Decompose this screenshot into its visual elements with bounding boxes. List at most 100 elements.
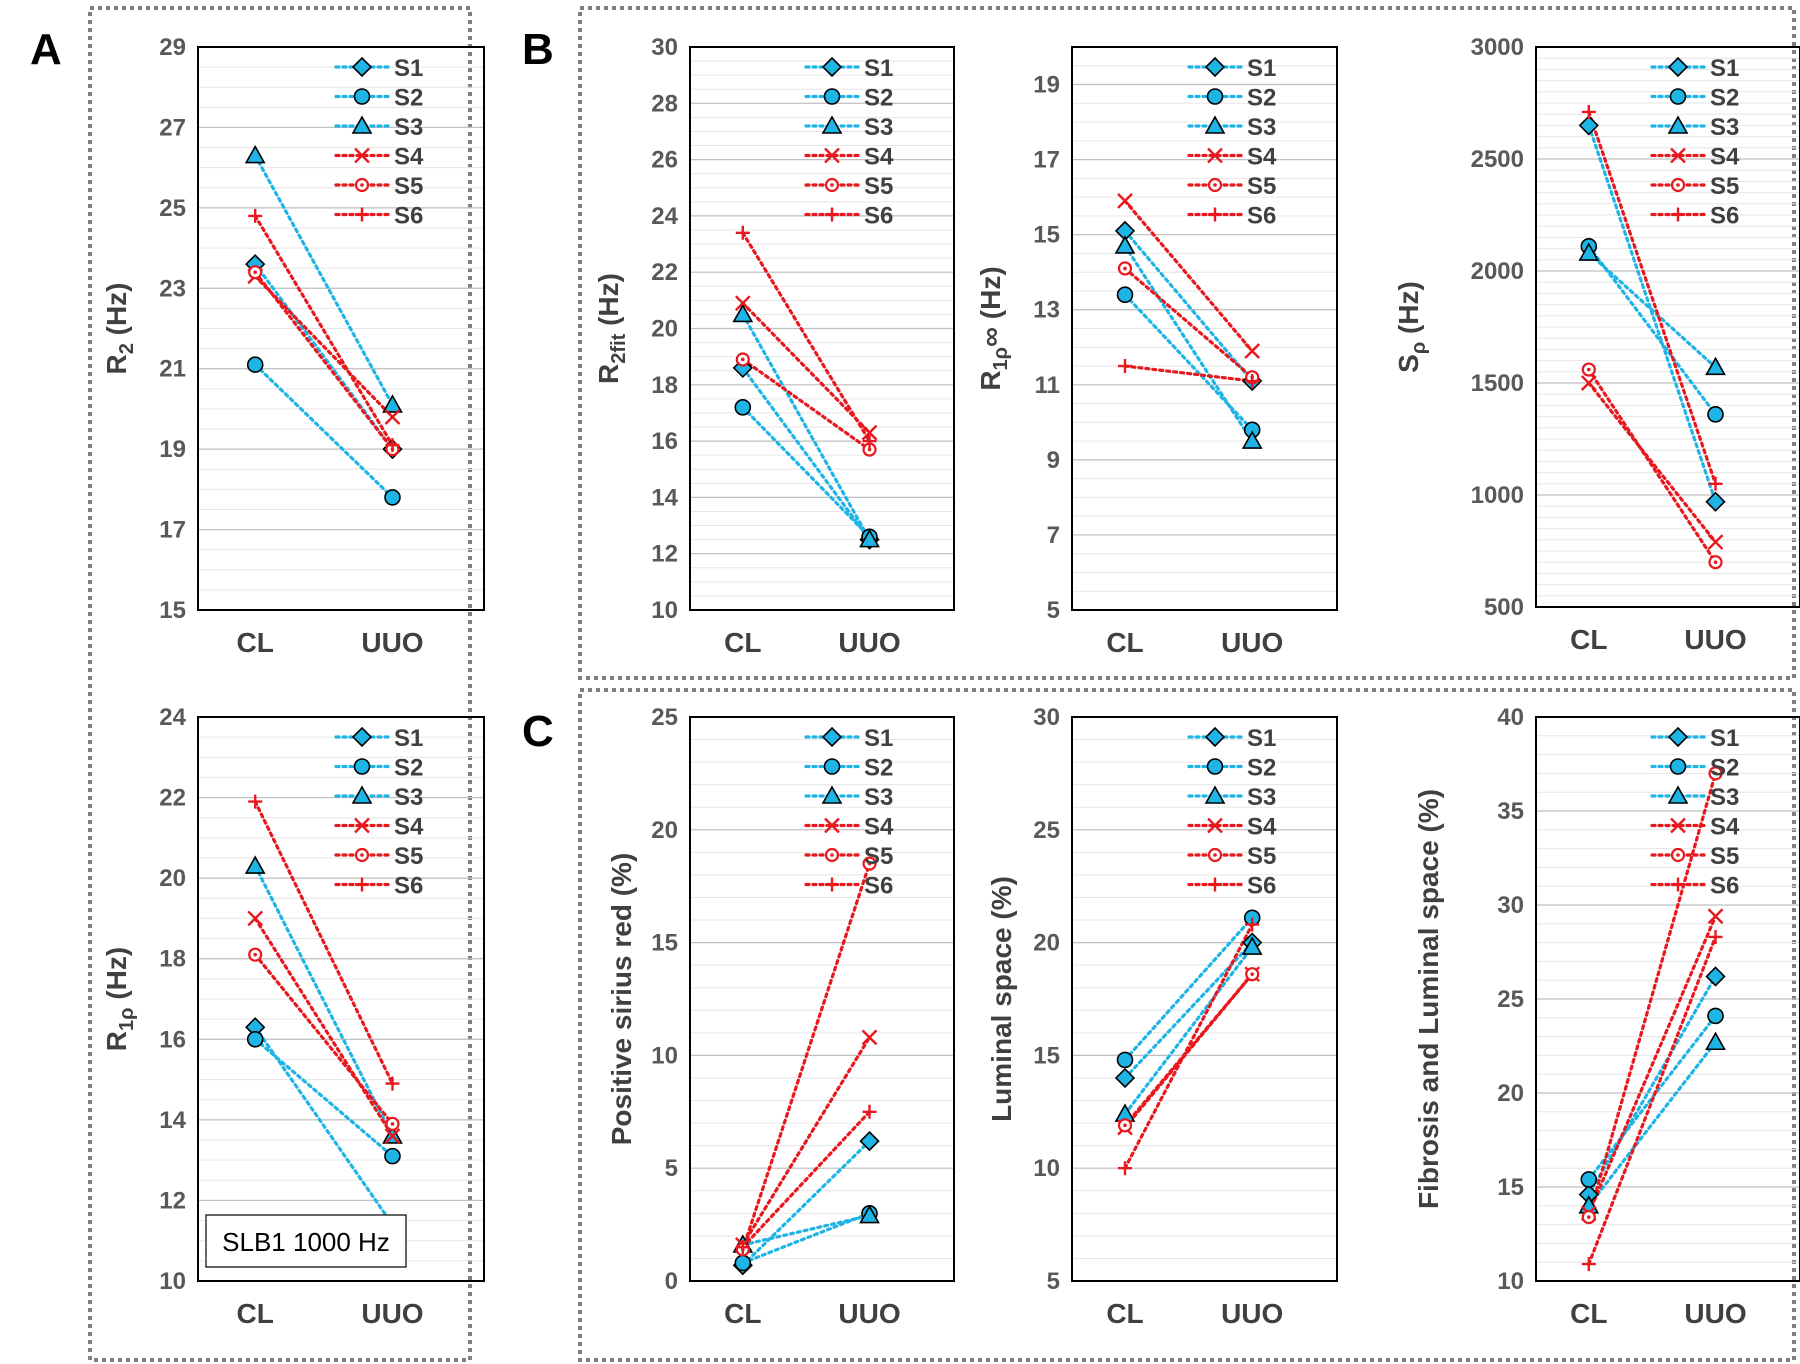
legend-marker-s6 xyxy=(1208,877,1222,892)
x-category-label: CL xyxy=(237,627,274,658)
panel-a-frame xyxy=(88,6,472,1362)
point-s6-uuo xyxy=(1708,476,1723,491)
legend-label-s4: S4 xyxy=(1247,814,1277,841)
legend-marker-s5-dot xyxy=(1213,183,1217,187)
legend-marker-s2-shape xyxy=(1206,758,1224,775)
point-s3-uuo xyxy=(859,1204,880,1224)
legend-label-s6: S6 xyxy=(1247,873,1276,900)
point-s6-uuo-shape xyxy=(1245,374,1260,389)
series-line-s1 xyxy=(1587,123,1718,504)
y-tick-label: 23 xyxy=(159,275,186,302)
legend-marker-s3-shape xyxy=(351,115,373,134)
series-line-s3 xyxy=(253,864,395,1138)
point-s3-uuo-shape xyxy=(382,394,403,413)
x-category-label: CL xyxy=(724,1298,761,1329)
legend-marker-s4-shape xyxy=(1670,817,1686,834)
point-s4-cl-shape xyxy=(734,295,751,312)
x-category-label: UUO xyxy=(1684,1298,1746,1329)
y-tick-label: 30 xyxy=(651,34,678,61)
y-tick-label: 16 xyxy=(159,1026,186,1053)
point-s4-cl-shape xyxy=(247,910,264,927)
series-line-s6 xyxy=(253,799,395,1086)
series-line-s5 xyxy=(253,270,395,451)
legend-label-s1: S1 xyxy=(1247,725,1276,752)
series-line-s2 xyxy=(1123,916,1254,1062)
annotation-frame xyxy=(205,1214,407,1268)
point-s5-cl xyxy=(1581,1209,1596,1225)
legend-marker-s6-shape xyxy=(355,207,369,222)
legend-label-s2: S2 xyxy=(864,755,893,782)
y-tick-label: 7 xyxy=(1047,522,1060,549)
legend-marker-s4-shape xyxy=(1670,147,1686,164)
x-category-label: UUO xyxy=(1221,627,1283,658)
y-tick-label: 9 xyxy=(1047,447,1060,474)
point-s3-cl xyxy=(244,144,266,164)
point-s6-cl-shape xyxy=(1581,104,1596,119)
point-s2-uuo xyxy=(384,1147,401,1165)
legend-marker-s5 xyxy=(824,177,840,193)
point-s4-uuo-shape xyxy=(861,1029,878,1046)
legend-marker-s3-shape xyxy=(1667,115,1689,134)
legend-label-s6: S6 xyxy=(1710,203,1739,230)
series-line-s4 xyxy=(741,301,872,435)
point-s2-cl-shape xyxy=(1116,1051,1134,1069)
legend-marker-s3 xyxy=(1204,785,1226,804)
point-s5-cl-dot xyxy=(1123,266,1127,271)
plot-frame xyxy=(1535,716,1800,1282)
point-s5-cl xyxy=(735,352,750,367)
point-s5-uuo-dot xyxy=(1250,972,1254,976)
legend-label-s5: S5 xyxy=(1710,843,1739,870)
legend-label-s5: S5 xyxy=(1247,173,1276,200)
point-s2-cl xyxy=(734,1254,752,1272)
legend-marker-s2-shape xyxy=(823,758,841,775)
legend-marker-s1 xyxy=(351,56,373,78)
plot-frame xyxy=(197,716,485,1282)
point-s6-cl-shape xyxy=(735,225,750,240)
y-axis-label: R1ρ∞ (Hz) xyxy=(975,266,1012,390)
legend-label-s2: S2 xyxy=(1710,755,1739,782)
y-tick-label: 17 xyxy=(159,517,186,544)
y-tick-label: 10 xyxy=(651,1042,678,1069)
point-s6-uuo xyxy=(1708,929,1723,944)
point-s1-uuo-shape xyxy=(1705,966,1726,987)
point-s2-uuo xyxy=(384,489,401,506)
point-s5-uuo xyxy=(1245,967,1260,982)
point-s5-cl-dot xyxy=(1587,367,1591,372)
y-tick-label: 15 xyxy=(1497,1174,1524,1201)
series-line-s6 xyxy=(253,214,395,447)
legend-label-s2: S2 xyxy=(1247,85,1276,112)
y-tick-label: 27 xyxy=(159,114,186,141)
y-tick-label: 20 xyxy=(1033,930,1060,957)
point-s2-cl-shape xyxy=(246,1030,264,1048)
point-s3-cl xyxy=(732,303,754,323)
y-tick-label: 15 xyxy=(1033,1042,1060,1069)
point-s4-uuo-shape xyxy=(384,1128,401,1144)
legend-marker-s3-shape xyxy=(351,785,373,804)
y-tick-label: 25 xyxy=(1497,986,1524,1013)
series-line-s5 xyxy=(253,953,395,1126)
y-axis-label: R2 (Hz) xyxy=(101,282,138,374)
legend-marker-s1-shape xyxy=(1204,726,1226,748)
legend-marker-s4-shape xyxy=(824,817,840,834)
legend-marker-s6 xyxy=(1671,207,1685,222)
legend-marker-s2-shape xyxy=(353,88,371,105)
legend-marker-s5 xyxy=(354,847,370,863)
point-s2-cl xyxy=(1116,1051,1134,1069)
annotation-text: SLB1 1000 Hz xyxy=(222,1227,390,1257)
legend-marker-s4 xyxy=(1670,817,1686,834)
y-tick-label: 10 xyxy=(1497,1268,1524,1295)
point-s2-cl xyxy=(246,1030,264,1048)
point-s5-cl-dot xyxy=(253,270,257,275)
legend-marker-s3-shape xyxy=(1667,785,1689,804)
series-line-s6 xyxy=(1587,935,1718,1266)
legend-marker-s5-dot xyxy=(360,853,364,857)
series-line-s6 xyxy=(1123,922,1254,1170)
point-s4-uuo xyxy=(861,424,878,441)
point-s6-uuo xyxy=(862,1104,877,1119)
legend-label-s5: S5 xyxy=(1247,843,1276,870)
legend-marker-s3-shape xyxy=(821,115,843,134)
y-tick-label: 2500 xyxy=(1471,146,1524,173)
